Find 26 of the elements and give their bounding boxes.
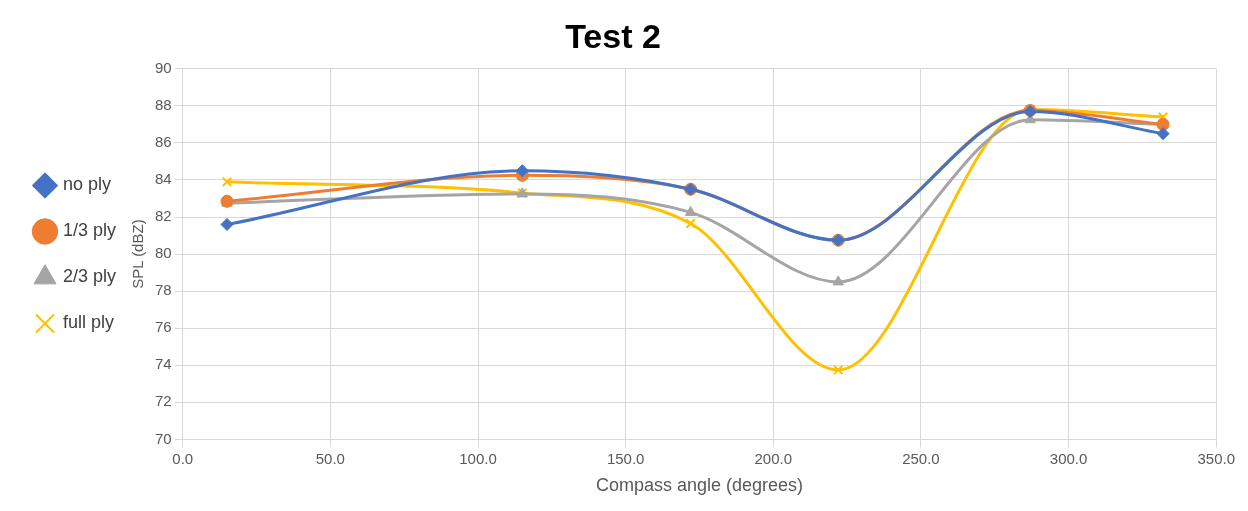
y-tick-label: 80 xyxy=(155,244,172,262)
x-tick-label: 100.0 xyxy=(459,449,497,467)
y-tick-label: 78 xyxy=(155,281,172,299)
x-tick-label: 250.0 xyxy=(902,449,940,467)
y-tick-label: 88 xyxy=(155,96,172,113)
y-tick-label: 82 xyxy=(155,207,172,225)
x-tick-label: 350.0 xyxy=(1197,449,1236,467)
x-tick-label: 200.0 xyxy=(754,449,793,467)
legend-label: 1/3 ply xyxy=(63,220,117,241)
y-axis-title: SPL (dBZ) xyxy=(129,219,147,289)
legend-label: no ply xyxy=(63,174,112,195)
y-tick-label: 90 xyxy=(155,58,172,76)
y-tick-label: 76 xyxy=(155,318,172,336)
x-tick-label: 150.0 xyxy=(606,449,645,467)
y-tick-label: 70 xyxy=(155,429,172,447)
y-tick-label: 72 xyxy=(155,392,172,410)
y-tick-label: 84 xyxy=(155,170,172,188)
legend-label: full ply xyxy=(63,312,115,333)
legend-label: 2/3 ply xyxy=(63,266,117,287)
x-tick-label: 0.0 xyxy=(172,449,194,467)
x-tick-label: 300.0 xyxy=(1049,449,1088,467)
y-tick-label: 74 xyxy=(155,355,172,373)
y-tick-label: 86 xyxy=(155,133,172,151)
chart-title: Test 2 xyxy=(565,16,661,55)
x-tick-label: 50.0 xyxy=(315,449,345,467)
x-axis-title: Compass angle (degrees) xyxy=(595,475,804,496)
